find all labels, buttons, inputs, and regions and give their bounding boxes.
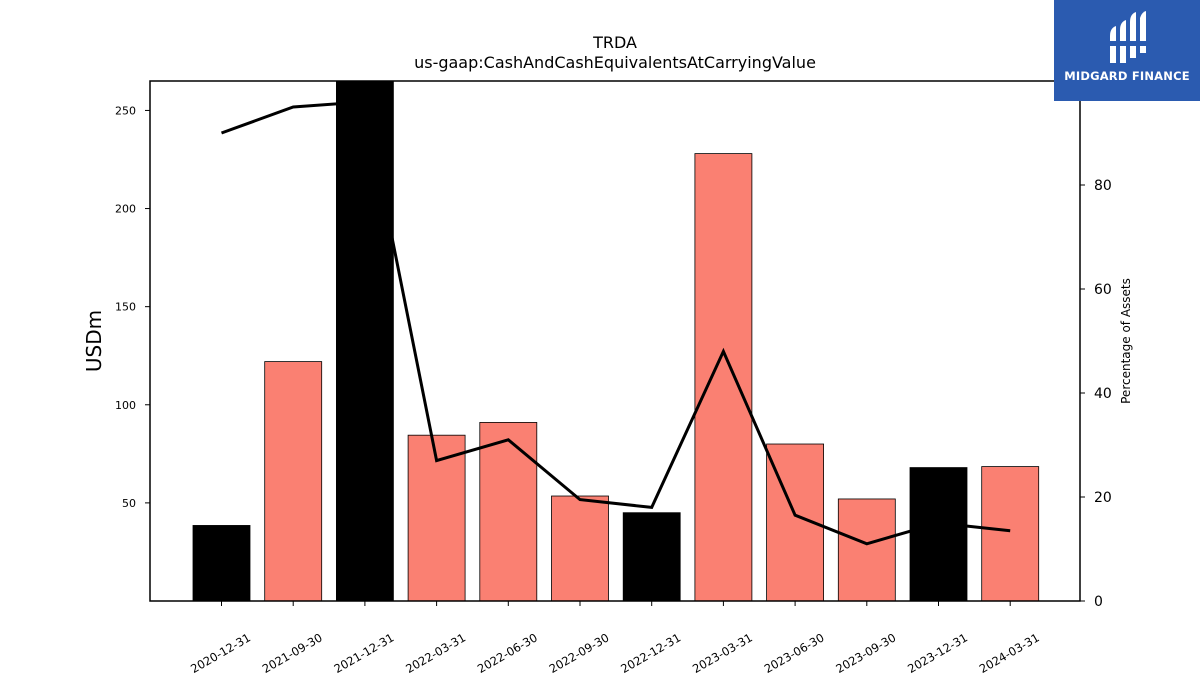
bar xyxy=(192,525,251,601)
x-tick-label: 2023-12-31 xyxy=(905,630,970,675)
bar xyxy=(407,434,466,601)
y2-axis-label: Percentage of Assets xyxy=(1119,278,1133,404)
y2-tick-label: 60 xyxy=(1094,282,1112,298)
bar xyxy=(622,512,681,601)
y2-tick-label: 40 xyxy=(1094,386,1112,402)
y-axis: 50 100 150 200 250 xyxy=(115,104,150,510)
x-axis: 2020-12-31 2021-09-30 2021-12-31 2022-03-31… xyxy=(188,601,1042,675)
bar xyxy=(981,466,1040,601)
x-tick-label: 2023-09-30 xyxy=(833,630,898,675)
x-tick-label: 2024-03-31 xyxy=(977,630,1042,675)
midgard-logo-icon xyxy=(1108,11,1148,63)
x-tick-label: 2023-03-31 xyxy=(690,630,755,675)
x-tick-label: 2023-06-30 xyxy=(762,630,827,675)
bar xyxy=(335,81,394,601)
y-tick-label: 150 xyxy=(115,301,136,314)
x-tick-label: 2022-03-31 xyxy=(403,630,468,675)
bar xyxy=(264,361,323,601)
plot-frame xyxy=(149,80,1081,602)
y-tick-label: 250 xyxy=(115,104,136,117)
bar xyxy=(837,498,896,601)
bar xyxy=(909,467,968,601)
y-axis-label: USDm xyxy=(82,310,106,372)
y-tick-label: 50 xyxy=(122,497,136,510)
x-tick-label: 2022-12-31 xyxy=(618,630,683,675)
line-group xyxy=(220,100,1011,546)
y-tick-label: 100 xyxy=(115,399,136,412)
midgard-finance-logo: MIDGARD FINANCE xyxy=(1054,0,1200,101)
y2-tick-label: 20 xyxy=(1094,490,1112,506)
y2-axis: 0 20 40 60 80 xyxy=(1080,178,1112,610)
x-tick-label: 2021-12-31 xyxy=(332,630,397,675)
chart-title: TRDA xyxy=(592,33,637,52)
y2-tick-label: 80 xyxy=(1094,178,1112,194)
y2-tick-label: 0 xyxy=(1094,594,1103,610)
x-tick-label: 2021-09-30 xyxy=(260,630,325,675)
bar-group xyxy=(192,81,1040,601)
series-line xyxy=(220,100,1011,546)
y-tick-label: 200 xyxy=(115,203,136,216)
x-tick-label: 2022-06-30 xyxy=(475,630,540,675)
bar xyxy=(551,495,609,601)
bar xyxy=(694,153,753,601)
x-tick-label: 2022-09-30 xyxy=(547,630,612,675)
logo-text: MIDGARD FINANCE xyxy=(1064,69,1190,83)
chart-subtitle: us-gaap:CashAndCashEquivalentsAtCarrying… xyxy=(414,53,816,72)
x-tick-label: 2020-12-31 xyxy=(188,630,253,675)
bar xyxy=(479,422,538,601)
